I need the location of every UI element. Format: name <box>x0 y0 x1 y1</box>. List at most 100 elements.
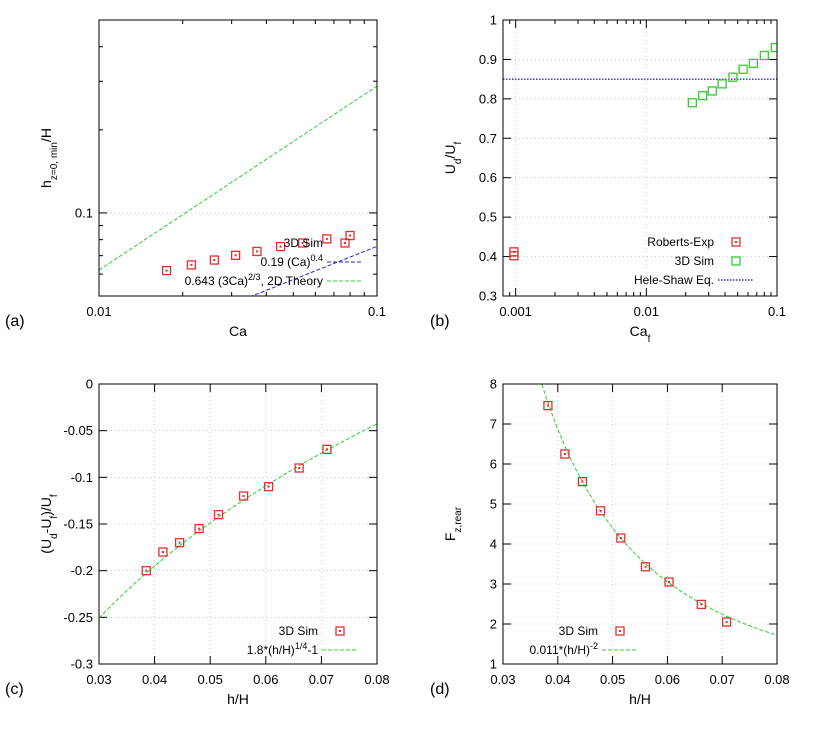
legend-label: 0.643 (3Ca)2/3, 2D Theory <box>185 272 323 288</box>
series-3d-sim-point-center <box>325 237 328 240</box>
series-3d-sim-point <box>707 86 717 96</box>
legend-marker <box>731 237 741 247</box>
series-3d-sim-point <box>560 449 570 459</box>
x-tick-label: 0.07 <box>710 672 735 687</box>
series-3d-sim-point-center <box>349 234 352 237</box>
series-3d-sim-point-center <box>599 509 602 512</box>
axes-frame <box>502 383 778 665</box>
y-tick-label: 0.5 <box>479 210 497 225</box>
series-3d-sim-point-center <box>217 513 220 516</box>
x-tick-label: 0.03 <box>86 672 111 687</box>
x-tick-label: 0.08 <box>364 672 389 687</box>
series-3d-sim-point-center <box>563 453 566 455</box>
series-3d-sim-point <box>577 476 588 487</box>
x-tick-label: 0.08 <box>764 672 789 687</box>
y-tick-label: 0.6 <box>479 170 497 185</box>
series-3d-sim-point-center <box>145 569 148 572</box>
y-tick-label: 6 <box>490 457 497 472</box>
y-tick-label: 2 <box>490 617 497 632</box>
legend-marker-center <box>339 630 341 632</box>
plot-area <box>541 384 777 636</box>
series-0-011-h-h-2-line <box>541 384 777 636</box>
panel-b: 0.001 0.01 0.1 0.3 0.4 0.5 0.6 0.7 0.8 0.9 1 Caf Ud/… <box>430 13 786 345</box>
panel-a: 0.01 0.1 0.1 Ca hz=0, min/H (a) 3D Sim 0.19 (Ca… <box>5 19 386 339</box>
x-tick-label: 0.06 <box>253 672 278 687</box>
series-3d-sim-point <box>664 577 674 587</box>
series-3d-sim-point-center <box>700 603 703 606</box>
series-3d-sim-point-center <box>255 250 258 253</box>
series-0-19-ca-0-4-line <box>250 245 377 296</box>
y-tick-label: 1 <box>490 657 497 672</box>
series-3d-sim-point <box>174 538 185 548</box>
legend-label: 1.8*(h/H)1/4-1 <box>247 641 319 657</box>
x-tick-label: 0.06 <box>655 672 680 687</box>
y-axis-label: Ud/Uf <box>442 142 464 175</box>
y-tick-label: 1 <box>490 13 497 28</box>
series-3d-sim-point <box>322 444 332 454</box>
y-tick-label: -0.1 <box>71 470 93 485</box>
series-3d-sim-point <box>345 230 355 241</box>
series-3d-sim-point-center <box>619 537 622 539</box>
series-3d-sim-point-center <box>198 527 201 530</box>
y-tick-label: 0.8 <box>479 91 497 106</box>
y-axis-label: (Ud-Uf)/Uf <box>38 494 60 554</box>
y-tick-label: -0.05 <box>63 423 93 438</box>
x-axis-label: h/H <box>629 691 651 707</box>
series-3d-sim-point <box>158 547 168 557</box>
series-3d-sim-point <box>186 260 197 270</box>
x-tick-label: 0.01 <box>634 304 659 319</box>
series-3d-sim-point <box>238 491 249 501</box>
series-3d-sim-point <box>263 482 274 492</box>
y-axis-label: hz=0, min/H <box>38 128 60 188</box>
series-3d-sim-point <box>161 265 172 276</box>
panel-label: (a) <box>5 313 25 330</box>
legend-marker-center <box>735 241 737 243</box>
series-3d-sim-point <box>543 400 553 411</box>
legend-label: Roberts-Exp <box>647 235 714 249</box>
series-3d-sim-point-center <box>165 269 168 272</box>
series-3d-sim-point-center <box>234 254 237 257</box>
series-3d-sim-point-center <box>213 259 216 262</box>
series-3d-sim-point-center <box>546 404 549 407</box>
x-tick-label: 0.1 <box>768 304 786 319</box>
series-3d-sim-point-center <box>279 245 282 248</box>
series-3d-sim-point <box>640 562 651 572</box>
x-axis-label: Caf <box>630 323 651 345</box>
series-3d-sim-point <box>230 250 241 260</box>
series-roberts-exp-point <box>509 247 519 257</box>
y-tick-label: 0 <box>86 377 93 392</box>
series-3d-sim-point-center <box>190 263 193 266</box>
legend-marker <box>615 626 625 636</box>
y-tick-label: -0.25 <box>63 610 93 625</box>
series-3d-sim-point-center <box>161 551 164 553</box>
panel-label: (b) <box>430 313 450 330</box>
series-3d-sim-point <box>275 241 286 252</box>
legend-marker <box>731 256 741 266</box>
series-3d-sim-point-center <box>644 565 647 568</box>
legend-label: 0.011*(h/H)-2 <box>530 641 599 657</box>
panel-d: 0.03 0.04 0.05 0.06 0.07 0.08 1 2 3 4 5 6 7 8 h/H Fz,re… <box>430 377 790 708</box>
legend-marker-center <box>344 242 346 244</box>
series-3d-sim-point <box>213 510 224 520</box>
series-3d-sim-point <box>759 50 769 61</box>
legend: Roberts-Exp 3D Sim Hele-Shaw Eq. <box>634 235 754 287</box>
legend-marker <box>335 626 345 636</box>
series-3d-sim-point-center <box>242 495 245 497</box>
series-3d-sim-point-center <box>581 480 584 483</box>
y-tick-label: 0.4 <box>479 249 497 264</box>
x-tick-label: 0.04 <box>545 672 570 687</box>
axes-frame <box>98 383 378 665</box>
series-3d-sim-point <box>252 246 262 257</box>
series-3d-sim-point <box>141 566 151 576</box>
legend: 3D Sim 1.8*(h/H)1/4-1 <box>247 624 358 657</box>
y-tick-label: 0.7 <box>479 131 497 146</box>
series-3d-sim-point-center <box>178 541 181 544</box>
series-1-8-h-h-1-4-1-line <box>99 423 377 619</box>
series-3d-sim-point <box>770 42 777 53</box>
legend-label: 3D Sim <box>284 236 323 250</box>
series-3d-sim-point <box>717 79 727 89</box>
series-3d-sim-point <box>687 98 698 108</box>
x-axis-label: Ca <box>229 323 247 339</box>
series-3d-sim-point <box>294 463 304 473</box>
